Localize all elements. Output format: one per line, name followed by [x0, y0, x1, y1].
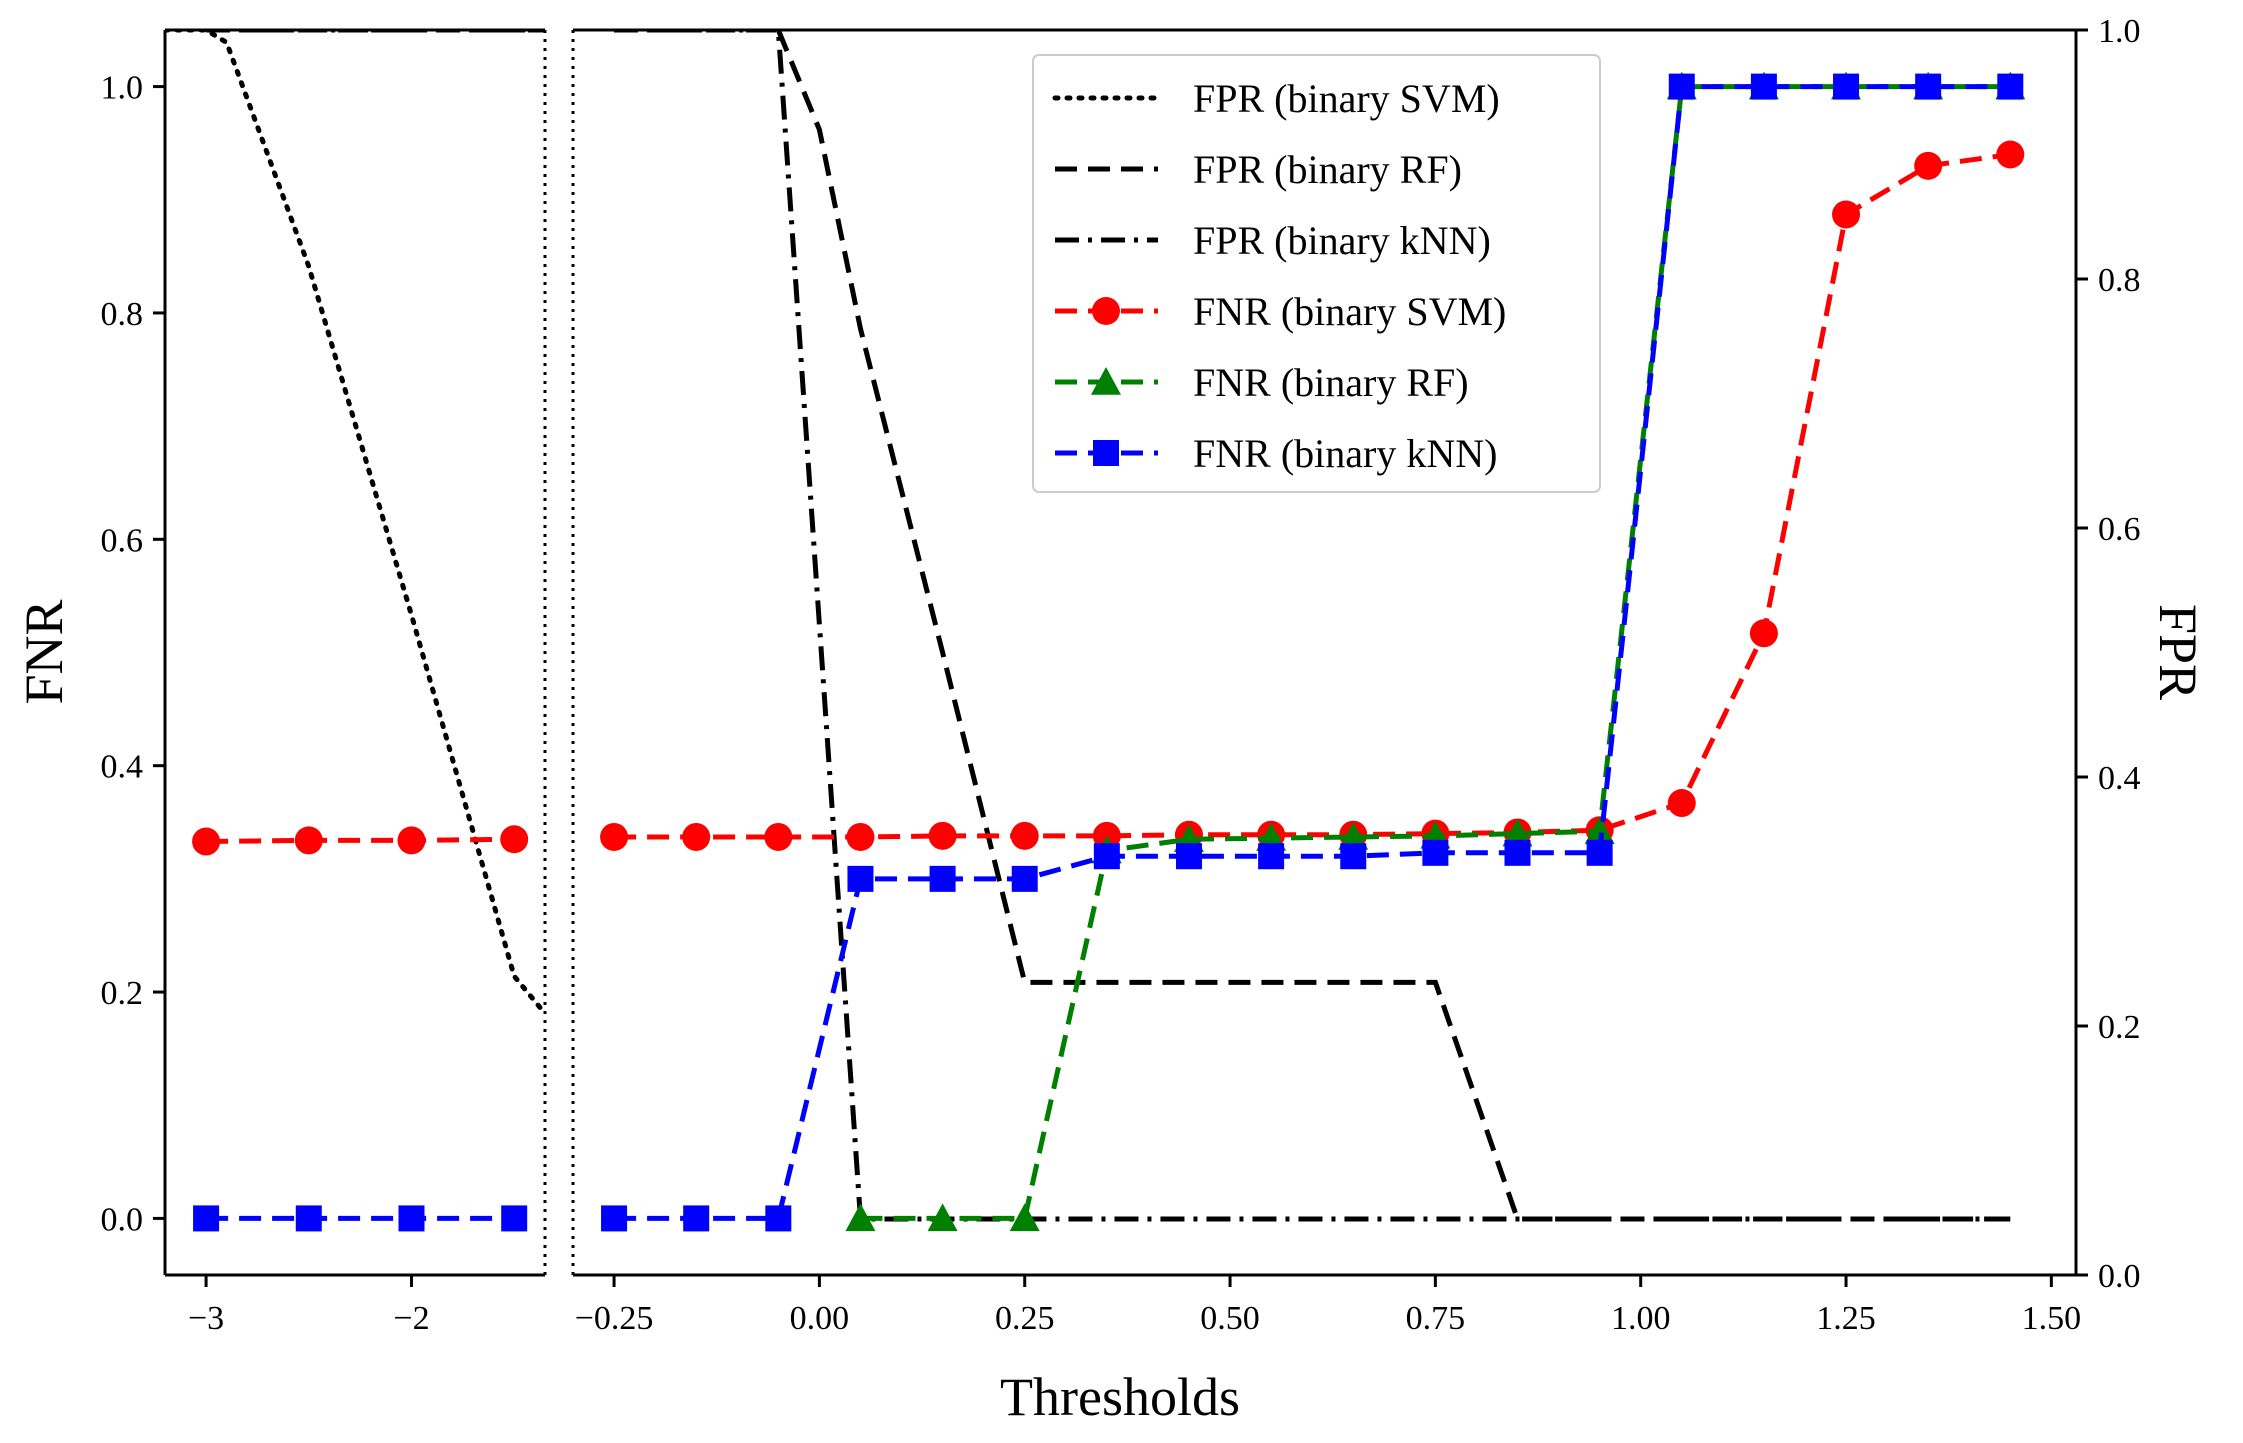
data-point-fnr-binary-knn-panel-2-7 [1175, 843, 1202, 870]
legend-label-fpr-binary-svm: FPR (binary SVM) [1193, 76, 1500, 121]
data-point-fnr-binary-svm-panel-2-15 [1832, 200, 1861, 229]
legend-marker-fnr-binary-svm [1092, 297, 1120, 325]
data-point-fnr-binary-knn-panel-2-0 [601, 1205, 628, 1232]
data-point-fnr-binary-svm-panel-2-2 [764, 822, 793, 851]
data-point-fnr-binary-svm-panel-1-1 [294, 826, 323, 855]
legend-marker-fnr-binary-knn [1093, 440, 1119, 466]
y-right-tick-label: 0.8 [2098, 262, 2141, 299]
data-point-fnr-binary-svm-panel-1-2 [397, 826, 426, 855]
x-axis-title: Thresholds [1000, 1367, 1240, 1427]
x-tick-label: 0.75 [1406, 1300, 1466, 1337]
y-left-tick-label: 0.2 [101, 975, 144, 1012]
series-line-fnr-binary-svm-panel-1 [206, 836, 515, 844]
data-point-fnr-binary-knn-panel-2-17 [1997, 73, 2024, 100]
axes-frame [163, 28, 2078, 1277]
data-point-fnr-binary-svm-panel-1-0 [192, 827, 221, 856]
legend-label-fpr-binary-knn: FPR (binary kNN) [1193, 218, 1491, 263]
data-point-fnr-binary-knn-panel-2-9 [1340, 843, 1367, 870]
x-tick-label: −2 [393, 1300, 429, 1337]
x-tick-label: −3 [188, 1300, 224, 1337]
data-point-fnr-binary-svm-panel-1-3 [500, 825, 529, 854]
data-point-fnr-binary-knn-panel-2-4 [929, 865, 956, 892]
y-left-tick-label: 0.4 [101, 749, 144, 786]
data-point-fnr-binary-svm-panel-2-3 [846, 822, 875, 851]
y-right-tick-label: 0.0 [2098, 1258, 2141, 1295]
data-point-fnr-binary-svm-panel-2-0 [600, 822, 629, 851]
data-point-fnr-binary-svm-panel-2-5 [1010, 821, 1039, 850]
data-point-fnr-binary-knn-panel-2-1 [683, 1205, 710, 1232]
legend-label-fnr-binary-rf: FNR (binary RF) [1193, 360, 1469, 405]
data-point-fnr-binary-svm-panel-2-13 [1667, 789, 1696, 818]
data-point-fnr-binary-knn-panel-2-10 [1422, 839, 1449, 866]
data-point-fnr-binary-rf-panel-2-6 [1338, 821, 1369, 850]
data-point-fnr-binary-knn-panel-2-13 [1668, 73, 1695, 100]
y-right-tick-label: 0.6 [2098, 511, 2141, 548]
series-line-fpr-binary-knn-panel-2 [614, 30, 2011, 1222]
data-point-fnr-binary-knn-panel-2-14 [1750, 73, 1777, 100]
x-tick-label: 0.25 [995, 1300, 1055, 1337]
data-point-fnr-binary-knn-panel-2-12 [1586, 839, 1613, 866]
data-point-fnr-binary-knn-panel-1-1 [295, 1205, 322, 1232]
x-tick-label: −0.25 [575, 1300, 654, 1337]
data-point-fnr-binary-knn-panel-2-6 [1093, 843, 1120, 870]
legend-box [1032, 54, 1601, 493]
data-point-fnr-binary-rf-panel-2-8 [1502, 818, 1533, 847]
legend-marker-fnr-binary-rf [1091, 367, 1121, 395]
x-tick-label: 0.50 [1200, 1300, 1260, 1337]
left-panel-data [165, 30, 545, 1232]
series-line-fpr-binary-svm-panel-1 [165, 30, 545, 1016]
data-point-fnr-binary-rf-panel-2-1 [927, 1203, 958, 1232]
y-left-tick-label: 0.8 [101, 296, 144, 333]
y-left-tick-label: 1.0 [101, 70, 144, 107]
data-point-fnr-binary-knn-panel-2-3 [847, 865, 874, 892]
data-point-fnr-binary-knn-panel-1-3 [501, 1205, 528, 1232]
x-tick-label: 1.50 [2022, 1300, 2082, 1337]
legend-label-fnr-binary-knn: FNR (binary kNN) [1193, 431, 1497, 476]
x-tick-label: 0.00 [790, 1300, 850, 1337]
y-axis-title-right: FPR [2148, 604, 2208, 700]
data-point-fnr-binary-svm-panel-2-17 [1996, 140, 2025, 169]
series-line-fnr-binary-knn-panel-2 [614, 84, 2011, 1221]
x-tick-label: 1.25 [1816, 1300, 1876, 1337]
data-point-fnr-binary-svm-panel-2-1 [682, 822, 711, 851]
y-right-tick-label: 0.4 [2098, 760, 2141, 797]
data-point-fnr-binary-rf-panel-2-2 [1009, 1203, 1040, 1232]
data-point-fnr-binary-knn-panel-2-8 [1258, 843, 1285, 870]
data-point-fnr-binary-knn-panel-2-16 [1915, 73, 1942, 100]
data-point-fnr-binary-rf-panel-2-9 [1584, 816, 1615, 845]
y-left-tick-label: 0.6 [101, 522, 144, 559]
y-axis-title-left: FNR [14, 599, 74, 704]
right-panel-data [600, 30, 2026, 1232]
data-point-fnr-binary-svm-panel-2-14 [1749, 619, 1778, 648]
data-point-fnr-binary-knn-panel-1-0 [193, 1205, 220, 1232]
data-point-fnr-binary-knn-panel-2-11 [1504, 839, 1531, 866]
y-right-tick-label: 1.0 [2098, 13, 2141, 50]
legend-label-fnr-binary-svm: FNR (binary SVM) [1193, 289, 1506, 334]
data-point-fnr-binary-knn-panel-2-5 [1011, 865, 1038, 892]
data-point-fnr-binary-svm-panel-2-16 [1914, 151, 1943, 180]
x-tick-label: 1.00 [1611, 1300, 1671, 1337]
y-left-tick-label: 0.0 [101, 1201, 144, 1238]
data-point-fnr-binary-knn-panel-1-2 [398, 1205, 425, 1232]
data-point-fnr-binary-knn-panel-2-2 [765, 1205, 792, 1232]
legend: FPR (binary SVM) FPR (binary RF) FPR (bina… [1032, 54, 1601, 493]
y-right-tick-label: 0.2 [2098, 1009, 2141, 1046]
tick-marks: 0.0 0.2 0.4 0.6 0.8 1.0 0.0 0.2 0.4 0.6 0.8 1.0 −3 −2… [101, 13, 2141, 1337]
data-point-fnr-binary-rf-panel-2-0 [845, 1203, 876, 1232]
data-point-fnr-binary-knn-panel-2-15 [1833, 73, 1860, 100]
data-point-fnr-binary-svm-panel-2-4 [928, 821, 957, 850]
legend-label-fpr-binary-rf: FPR (binary RF) [1193, 147, 1462, 192]
